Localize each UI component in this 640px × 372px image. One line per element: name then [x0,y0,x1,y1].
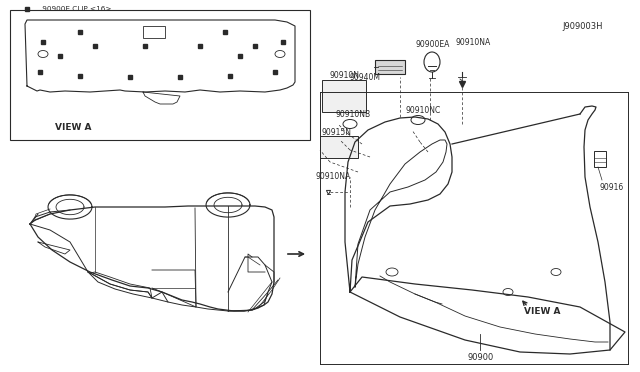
Text: VIEW A: VIEW A [524,308,561,317]
Text: J909003H: J909003H [562,22,602,31]
Bar [594,151,606,167]
Text: 90910NA: 90910NA [456,38,492,46]
Text: 90910NC: 90910NC [406,106,441,115]
Text: 90900: 90900 [468,353,494,362]
Text: 90910NA: 90910NA [315,171,350,180]
Text: .....90900E CLIP <16>: .....90900E CLIP <16> [31,6,111,12]
Bar [10,10,310,140]
Text: 90940M: 90940M [350,73,381,81]
Text: 90910N: 90910N [330,71,360,80]
Bar [375,60,405,74]
Bar [143,26,165,38]
Text: 90910NB: 90910NB [335,109,370,119]
Text: VIEW A: VIEW A [55,122,92,131]
Text: 90916: 90916 [600,183,624,192]
Bar [322,80,366,112]
Text: 90900EA: 90900EA [415,39,449,48]
Bar [320,136,358,158]
Text: 90915N: 90915N [322,128,352,137]
